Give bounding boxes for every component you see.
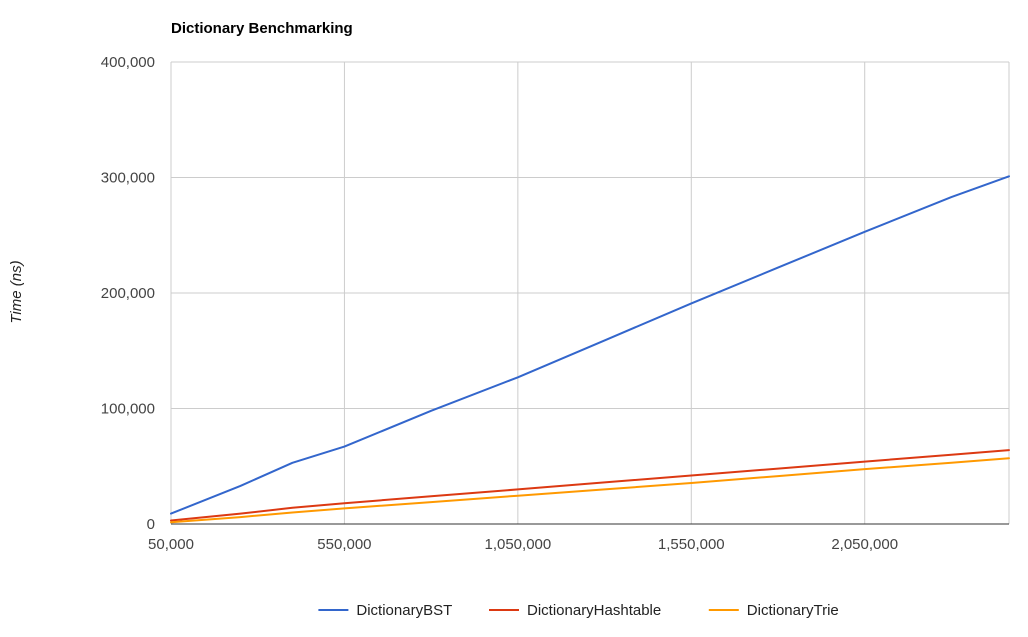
legend: DictionaryBST DictionaryHashtable Dictiona… — [318, 602, 839, 619]
y-tick-label: 200,000 — [101, 285, 155, 302]
x-tick-label: 50,000 — [148, 536, 194, 553]
x-tick-label: 550,000 — [317, 536, 371, 553]
x-tick-label: 1,550,000 — [658, 536, 725, 553]
series-line-dictionarytrie — [170, 457, 1010, 524]
y-axis-title: Time (ns) — [8, 260, 25, 323]
chart-title: Dictionary Benchmarking — [171, 20, 353, 37]
series-lines — [170, 175, 1010, 524]
y-tick-label: 300,000 — [101, 170, 155, 187]
y-tick-label: 0 — [147, 516, 155, 533]
series-line-dictionaryhashtable — [170, 449, 1010, 522]
grid-lines — [170, 61, 1010, 524]
x-tick-label: 2,050,000 — [831, 536, 898, 553]
axis-labels: 0 100,000 200,000 300,000 400,000 50,000 550,0… — [101, 54, 1009, 553]
legend-item-dictionarybst[interactable]: DictionaryBST — [318, 602, 452, 619]
x-tick-label: 1,050,000 — [484, 536, 551, 553]
y-tick-label: 100,000 — [101, 401, 155, 418]
legend-label: DictionaryHashtable — [527, 602, 661, 619]
series-line-dictionarybst — [170, 175, 1010, 515]
legend-item-dictionaryhashtable[interactable]: DictionaryHashtable — [489, 602, 661, 619]
legend-label: DictionaryTrie — [747, 602, 839, 619]
legend-item-dictionarytrie[interactable]: DictionaryTrie — [708, 602, 839, 619]
legend-label: DictionaryBST — [356, 602, 452, 619]
y-tick-label: 400,000 — [101, 54, 155, 71]
